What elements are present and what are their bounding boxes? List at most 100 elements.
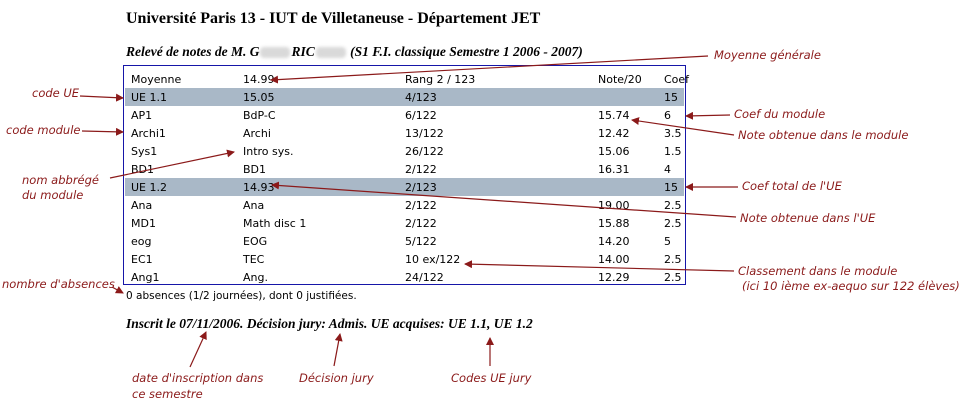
module-row: MD1 Math disc 1 2/122 15.88 2.5 [125,214,684,232]
cell-coef: 4 [664,163,671,176]
arrow-note-module [631,117,735,136]
cell-note: 14.00 [598,253,630,266]
subtitle-suffix: (S1 F.I. classique Semestre 1 2006 - 200… [350,44,583,59]
cell-code: UE 1.1 [131,91,167,104]
module-row: Sys1 Intro sys. 26/122 15.06 1.5 [125,142,684,160]
cell-name: Ang. [243,271,268,284]
cell-coef: 2.5 [664,217,682,230]
header-rang: Rang 2 / 123 [405,73,476,86]
cell-rank: 2/122 [405,199,437,212]
grades-table: Moyenne 14.99 Rang 2 / 123 Note/20 Coef … [123,65,689,286]
cell-name: TEC [243,253,265,266]
annotation-codes-ue-jury: Codes UE jury [451,371,532,385]
arrow-classement [464,260,735,272]
cell-name: Intro sys. [243,145,294,158]
cell-name: BdP-C [243,109,276,122]
ue-row: UE 1.2 14.93 2/123 15 [125,178,684,196]
absences-text: 0 absences (1/2 journées), dont 0 justif… [126,290,357,302]
module-row: EC1 TEC 10 ex/122 14.00 2.5 [125,250,684,268]
cell-rank: 4/123 [405,91,437,104]
header-coef: Coef [664,73,690,86]
annotation-date-inscription-1: date d'inscription dans [132,371,264,385]
cell-rank: 26/122 [405,145,444,158]
module-row: Archi1 Archi 13/122 12.42 3.5 [125,124,684,142]
cell-name: BD1 [243,163,267,176]
cell-code: Archi1 [131,127,166,140]
cell-rank: 2/123 [405,181,437,194]
redacted-surname [315,47,346,59]
annotation-moyenne-generale: Moyenne générale [714,48,821,62]
arrow-nombre-absences [111,286,124,294]
arrow-code-ue [79,93,124,102]
cell-rank: 2/122 [405,163,437,176]
cell-note: 12.42 [598,127,630,140]
cell-code: Sys1 [131,145,158,158]
cell-code: MD1 [131,217,156,230]
cell-code: Ang1 [131,271,160,284]
annotation-decision-jury: Décision jury [299,371,374,385]
annotation-coef-total-ue: Coef total de l'UE [742,179,842,193]
jury-decision-line: Inscrit le 07/11/2006. Décision jury: Ad… [126,316,533,331]
cell-coef: 2.5 [664,271,682,284]
annotation-note-ue: Note obtenue dans l'UE [740,211,876,225]
annotation-nom-abbrege-1: nom abbrégé [22,173,100,187]
subtitle-prefix: Relevé de notes de M. G [126,44,260,59]
arrow-nom-abbrege [109,149,235,179]
annotation-date-inscription-2: ce semestre [132,387,203,401]
cell-coef: 3.5 [664,127,682,140]
cell-coef: 5 [664,235,671,248]
cell-coef: 6 [664,109,671,122]
annotation-coef-module: Coef du module [734,107,826,121]
cell-rank: 6/122 [405,109,437,122]
cell-name: 14.93 [243,181,275,194]
cell-rank: 24/122 [405,271,444,284]
arrow-code-module [81,127,124,136]
cell-code: Ana [131,199,153,212]
cell-rank: 2/122 [405,217,437,230]
cell-code: eog [131,235,152,248]
module-row: BD1 BD1 2/122 16.31 4 [125,160,684,178]
cell-rank: 13/122 [405,127,444,140]
module-row: AP1 BdP-C 6/122 15.74 6 [125,106,684,124]
annotation-classement-2: (ici 10 ième ex-aequo sur 122 élèves) [742,279,960,293]
cell-name: Archi [243,127,271,140]
module-row: Ang1 Ang. 24/122 12.29 2.5 [125,268,684,286]
cell-coef: 2.5 [664,199,682,212]
arrow-coef-module [685,111,731,120]
annotation-nom-abbrege-2: du module [22,188,84,202]
cell-code: UE 1.2 [131,181,167,194]
table-header-row: Moyenne 14.99 Rang 2 / 123 Note/20 Coef [125,70,689,88]
redacted-name [260,47,291,59]
cell-name: 15.05 [243,91,275,104]
cell-rank: 10 ex/122 [405,253,461,266]
module-row: Ana Ana 2/122 19.00 2.5 [125,196,684,214]
module-row: eog EOG 5/122 14.20 5 [125,232,684,250]
header-note: Note/20 [598,73,642,86]
page-title: Université Paris 13 - IUT de Villetaneus… [126,10,541,27]
cell-rank: 5/122 [405,235,437,248]
cell-note: 15.88 [598,217,630,230]
annotation-code-ue: code UE [32,86,80,100]
cell-coef: 1.5 [664,145,682,158]
cell-note: 15.06 [598,145,630,158]
annotation-classement-1: Classement dans le module [738,264,898,278]
cell-coef: 15 [664,181,678,194]
cell-name: Ana [243,199,265,212]
cell-note: 14.20 [598,235,630,248]
cell-coef: 2.5 [664,253,682,266]
header-moyenne-value: 14.99 [243,73,275,86]
arrow-moyenne-generale [270,55,709,84]
cell-coef: 15 [664,91,678,104]
cell-note: 16.31 [598,163,630,176]
subtitle-mid: RIC [291,44,315,59]
cell-name: EOG [243,235,268,248]
cell-code: EC1 [131,253,153,266]
arrow-note-ue [271,181,737,218]
cell-code: AP1 [131,109,153,122]
cell-note: 12.29 [598,271,630,284]
annotation-code-module: code module [6,123,81,137]
arrow-date-inscription [189,331,207,368]
header-moyenne: Moyenne [131,73,182,86]
annotation-note-module: Note obtenue dans le module [738,128,909,142]
